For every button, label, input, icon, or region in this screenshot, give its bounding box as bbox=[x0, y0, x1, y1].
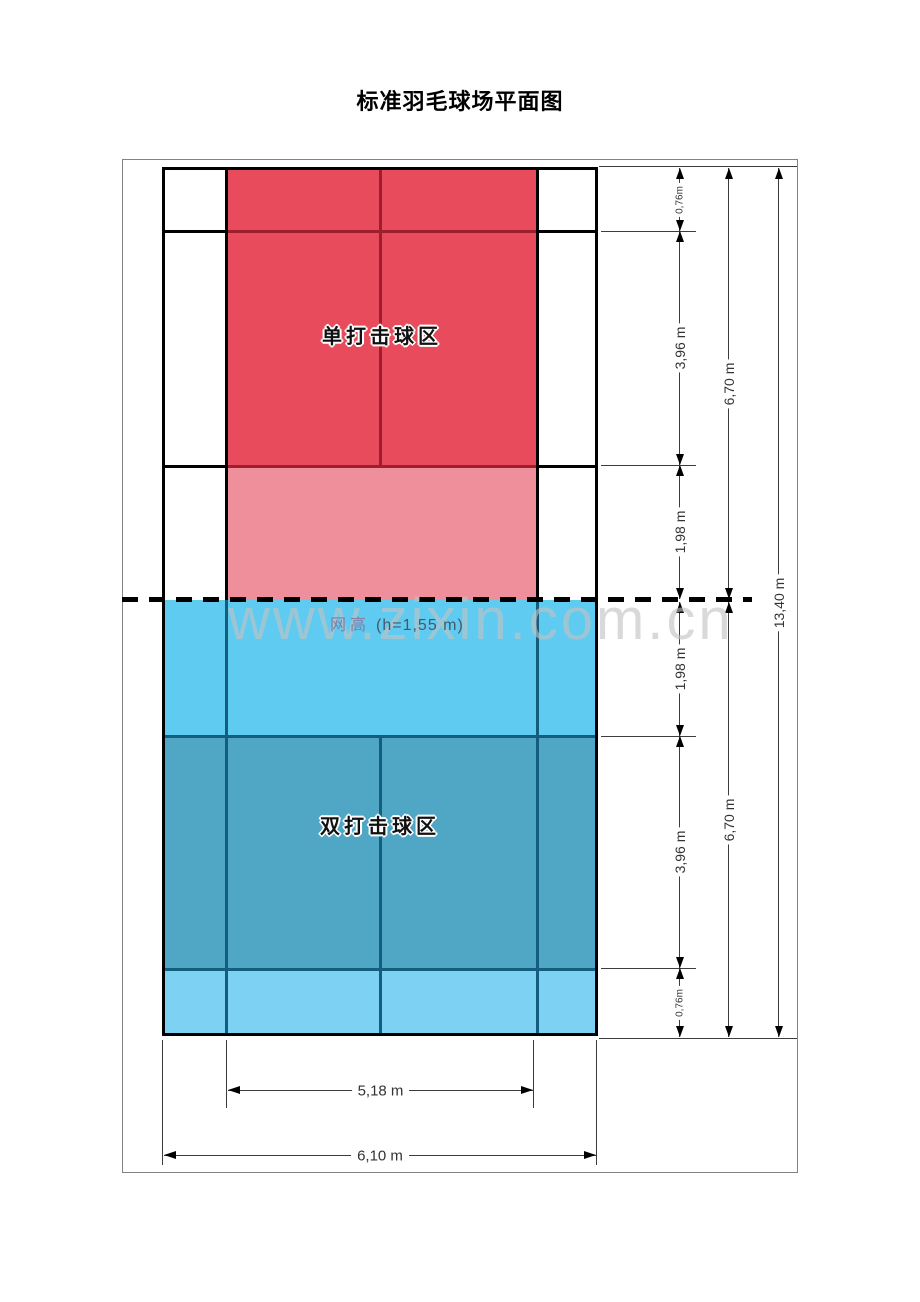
short-service-line-top bbox=[226, 465, 538, 468]
center-line-upper bbox=[379, 170, 382, 466]
singles-sideline-right-lower bbox=[536, 600, 539, 1033]
back-service-line-doubles-top bbox=[226, 230, 538, 233]
dim-label: 6,70 m bbox=[721, 795, 737, 844]
back-service-line-left-alley bbox=[165, 230, 226, 233]
dim-label: 0,76m bbox=[674, 182, 686, 217]
dim-label: 0,76m bbox=[674, 985, 686, 1020]
doubles-zone-label: 双打击球区 bbox=[320, 816, 440, 838]
singles-sideline-left-lower bbox=[225, 600, 228, 1033]
arrow-left-icon bbox=[164, 1151, 176, 1159]
extension-line-left-singles-sideline bbox=[226, 1040, 227, 1108]
arrow-up-icon bbox=[676, 602, 684, 613]
extension-line-short-service-top bbox=[601, 465, 696, 466]
dim-label: 3,96 m bbox=[672, 323, 688, 373]
arrow-down-icon bbox=[676, 454, 684, 465]
extension-line-long-service-bottom bbox=[601, 968, 696, 969]
dim-label: 5,18 m bbox=[351, 1082, 410, 1100]
arrow-down-icon bbox=[676, 1026, 684, 1037]
badminton-court: 单打击球区 双打击球区 bbox=[162, 167, 598, 1036]
back-service-line-right-alley bbox=[538, 230, 595, 233]
arrow-down-icon bbox=[775, 1026, 783, 1037]
extension-line-back-service-top bbox=[601, 231, 696, 232]
arrow-up-icon bbox=[775, 168, 783, 179]
net-height-label: 网高 (h=1,55 m) bbox=[330, 611, 464, 635]
dim-full-court-length: 13,40 m bbox=[771, 168, 787, 1037]
singles-zone-label: 单打击球区 bbox=[322, 326, 442, 348]
arrow-left-icon bbox=[228, 1086, 240, 1094]
arrow-up-icon bbox=[676, 968, 684, 979]
dim-front-court-bottom: 1,98 m bbox=[672, 602, 688, 736]
arrow-right-icon bbox=[584, 1151, 596, 1159]
dim-half-court-top: 6,70 m bbox=[721, 168, 737, 599]
arrow-up-icon bbox=[725, 168, 733, 179]
net-height-label-value: (h=1,55 m) bbox=[376, 617, 464, 634]
short-service-line-top-left-alley bbox=[165, 465, 226, 468]
singles-sideline-left-upper bbox=[225, 170, 228, 600]
dim-half-court-bottom: 6,70 m bbox=[721, 602, 737, 1037]
singles-front-zone-fill bbox=[226, 466, 538, 600]
dim-doubles-width: 6,10 m bbox=[164, 1147, 596, 1165]
dim-singles-width: 5,18 m bbox=[228, 1082, 533, 1100]
extension-line-right-singles-sideline bbox=[533, 1040, 534, 1108]
arrow-right-icon bbox=[521, 1086, 533, 1094]
arrow-down-icon bbox=[676, 220, 684, 231]
arrow-up-icon bbox=[676, 465, 684, 476]
dim-rear-court-top: 3,96 m bbox=[672, 231, 688, 465]
page-title: 标准羽毛球场平面图 bbox=[356, 89, 564, 114]
dim-front-court-top: 1,98 m bbox=[672, 465, 688, 599]
extension-line-short-service-bottom bbox=[601, 736, 696, 737]
extension-line-left-sideline bbox=[162, 1040, 163, 1165]
extension-line-court-top bbox=[599, 166, 797, 167]
dim-label: 6,10 m bbox=[351, 1147, 409, 1165]
singles-zone-fill bbox=[226, 170, 538, 466]
arrow-up-icon bbox=[676, 736, 684, 747]
extension-line-right-sideline bbox=[596, 1040, 597, 1165]
arrow-up-icon bbox=[676, 231, 684, 242]
arrow-down-icon bbox=[676, 725, 684, 736]
dim-back-alley-bottom: 0,76m bbox=[673, 968, 687, 1037]
dim-back-alley-top: 0,76m bbox=[673, 168, 687, 231]
dim-label: 1,98 m bbox=[672, 644, 688, 694]
dim-rear-court-bottom: 3,96 m bbox=[672, 736, 688, 968]
arrow-down-icon bbox=[676, 957, 684, 968]
center-line-lower bbox=[379, 736, 382, 1033]
dim-label: 3,96 m bbox=[672, 827, 688, 877]
dim-label: 6,70 m bbox=[721, 359, 737, 408]
arrow-down-icon bbox=[676, 588, 684, 599]
arrow-up-icon bbox=[676, 168, 684, 179]
short-service-line-top-right-alley bbox=[538, 465, 595, 468]
extension-line-court-bottom bbox=[599, 1038, 797, 1039]
net-height-label-prefix: 网高 bbox=[330, 617, 371, 634]
arrow-down-icon bbox=[725, 588, 733, 599]
doubles-front-zone-fill bbox=[165, 600, 595, 736]
dim-label: 13,40 m bbox=[771, 574, 787, 631]
arrow-down-icon bbox=[725, 1026, 733, 1037]
dim-label: 1,98 m bbox=[672, 507, 688, 557]
singles-sideline-right-upper bbox=[536, 170, 539, 600]
net-line bbox=[122, 597, 752, 602]
arrow-up-icon bbox=[725, 602, 733, 613]
